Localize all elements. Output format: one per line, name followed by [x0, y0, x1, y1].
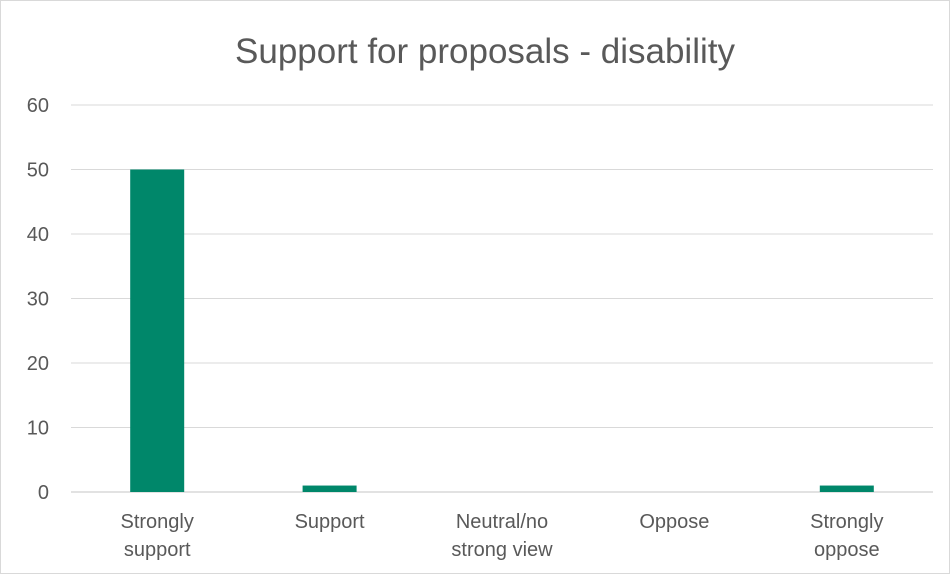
bar: [130, 169, 185, 492]
gridlines: [71, 104, 933, 493]
y-tick-label: 0: [38, 482, 49, 504]
x-category-label: Oppose: [639, 511, 709, 533]
bar: [302, 485, 357, 492]
y-tick-label: 60: [27, 95, 49, 117]
bar: [819, 485, 874, 492]
y-axis-ticks: 0 10 20 30 40 50 60: [27, 95, 49, 504]
y-tick-label: 30: [27, 289, 49, 311]
x-axis-labels: Strongly support Support Neutral/no strong v…: [121, 511, 884, 561]
chart-title: Support for proposals - disability: [235, 32, 735, 71]
x-category-label: Strongly oppose: [810, 511, 883, 561]
x-category-label: Support: [295, 511, 365, 533]
y-tick-label: 40: [27, 224, 49, 246]
y-tick-label: 20: [27, 353, 49, 375]
x-category-label: Strongly support: [121, 511, 194, 561]
y-tick-label: 50: [27, 160, 49, 182]
x-category-label: Neutral/no strong view: [451, 511, 553, 561]
bars: [130, 169, 874, 492]
y-tick-label: 10: [27, 418, 49, 440]
